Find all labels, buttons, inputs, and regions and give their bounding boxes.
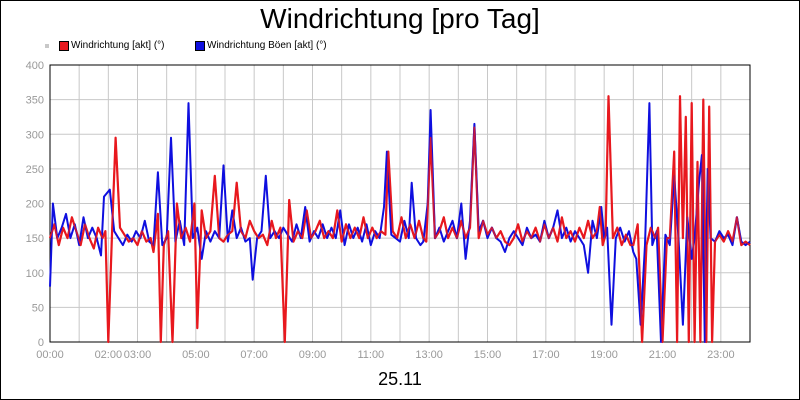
y-tick-label: 400 bbox=[26, 60, 44, 72]
x-tick-label: 02:00 bbox=[95, 349, 123, 361]
legend-swatch-series-2 bbox=[195, 41, 205, 51]
x-tick-label: 23:00 bbox=[707, 349, 735, 361]
y-tick-label: 350 bbox=[26, 95, 44, 107]
legend-label-series-1: Windrichtung [akt] (°) bbox=[71, 40, 165, 51]
y-tick-label: 150 bbox=[26, 233, 44, 245]
y-tick-label: 50 bbox=[32, 302, 44, 314]
x-tick-label: 00:00 bbox=[36, 349, 64, 361]
x-tick-label: 17:00 bbox=[532, 349, 560, 361]
y-tick-label: 0 bbox=[38, 337, 44, 349]
x-tick-label: 13:00 bbox=[415, 349, 443, 361]
x-tick-label: 03:00 bbox=[124, 349, 152, 361]
x-tick-label: 19:00 bbox=[590, 349, 618, 361]
legend-label-series-2: Windrichtung Böen [akt] (°) bbox=[207, 40, 327, 51]
x-axis-label: 25.11 bbox=[378, 369, 422, 389]
legend-decoration-icon bbox=[45, 44, 49, 48]
y-tick-label: 100 bbox=[26, 268, 44, 280]
chart-title: Windrichtung [pro Tag] bbox=[260, 3, 540, 34]
x-tick-label: 09:00 bbox=[299, 349, 327, 361]
legend-swatch-series-1 bbox=[59, 41, 69, 51]
x-tick-label: 07:00 bbox=[240, 349, 268, 361]
y-tick-label: 200 bbox=[26, 199, 44, 211]
x-tick-label: 05:00 bbox=[182, 349, 210, 361]
x-tick-label: 15:00 bbox=[474, 349, 502, 361]
plot-area-border bbox=[49, 64, 751, 343]
x-tick-label: 11:00 bbox=[357, 349, 384, 361]
y-tick-label: 300 bbox=[26, 129, 44, 141]
series-line-1-overlay bbox=[49, 95, 751, 343]
y-tick-label: 250 bbox=[26, 164, 44, 176]
x-tick-label: 21:00 bbox=[649, 349, 677, 361]
